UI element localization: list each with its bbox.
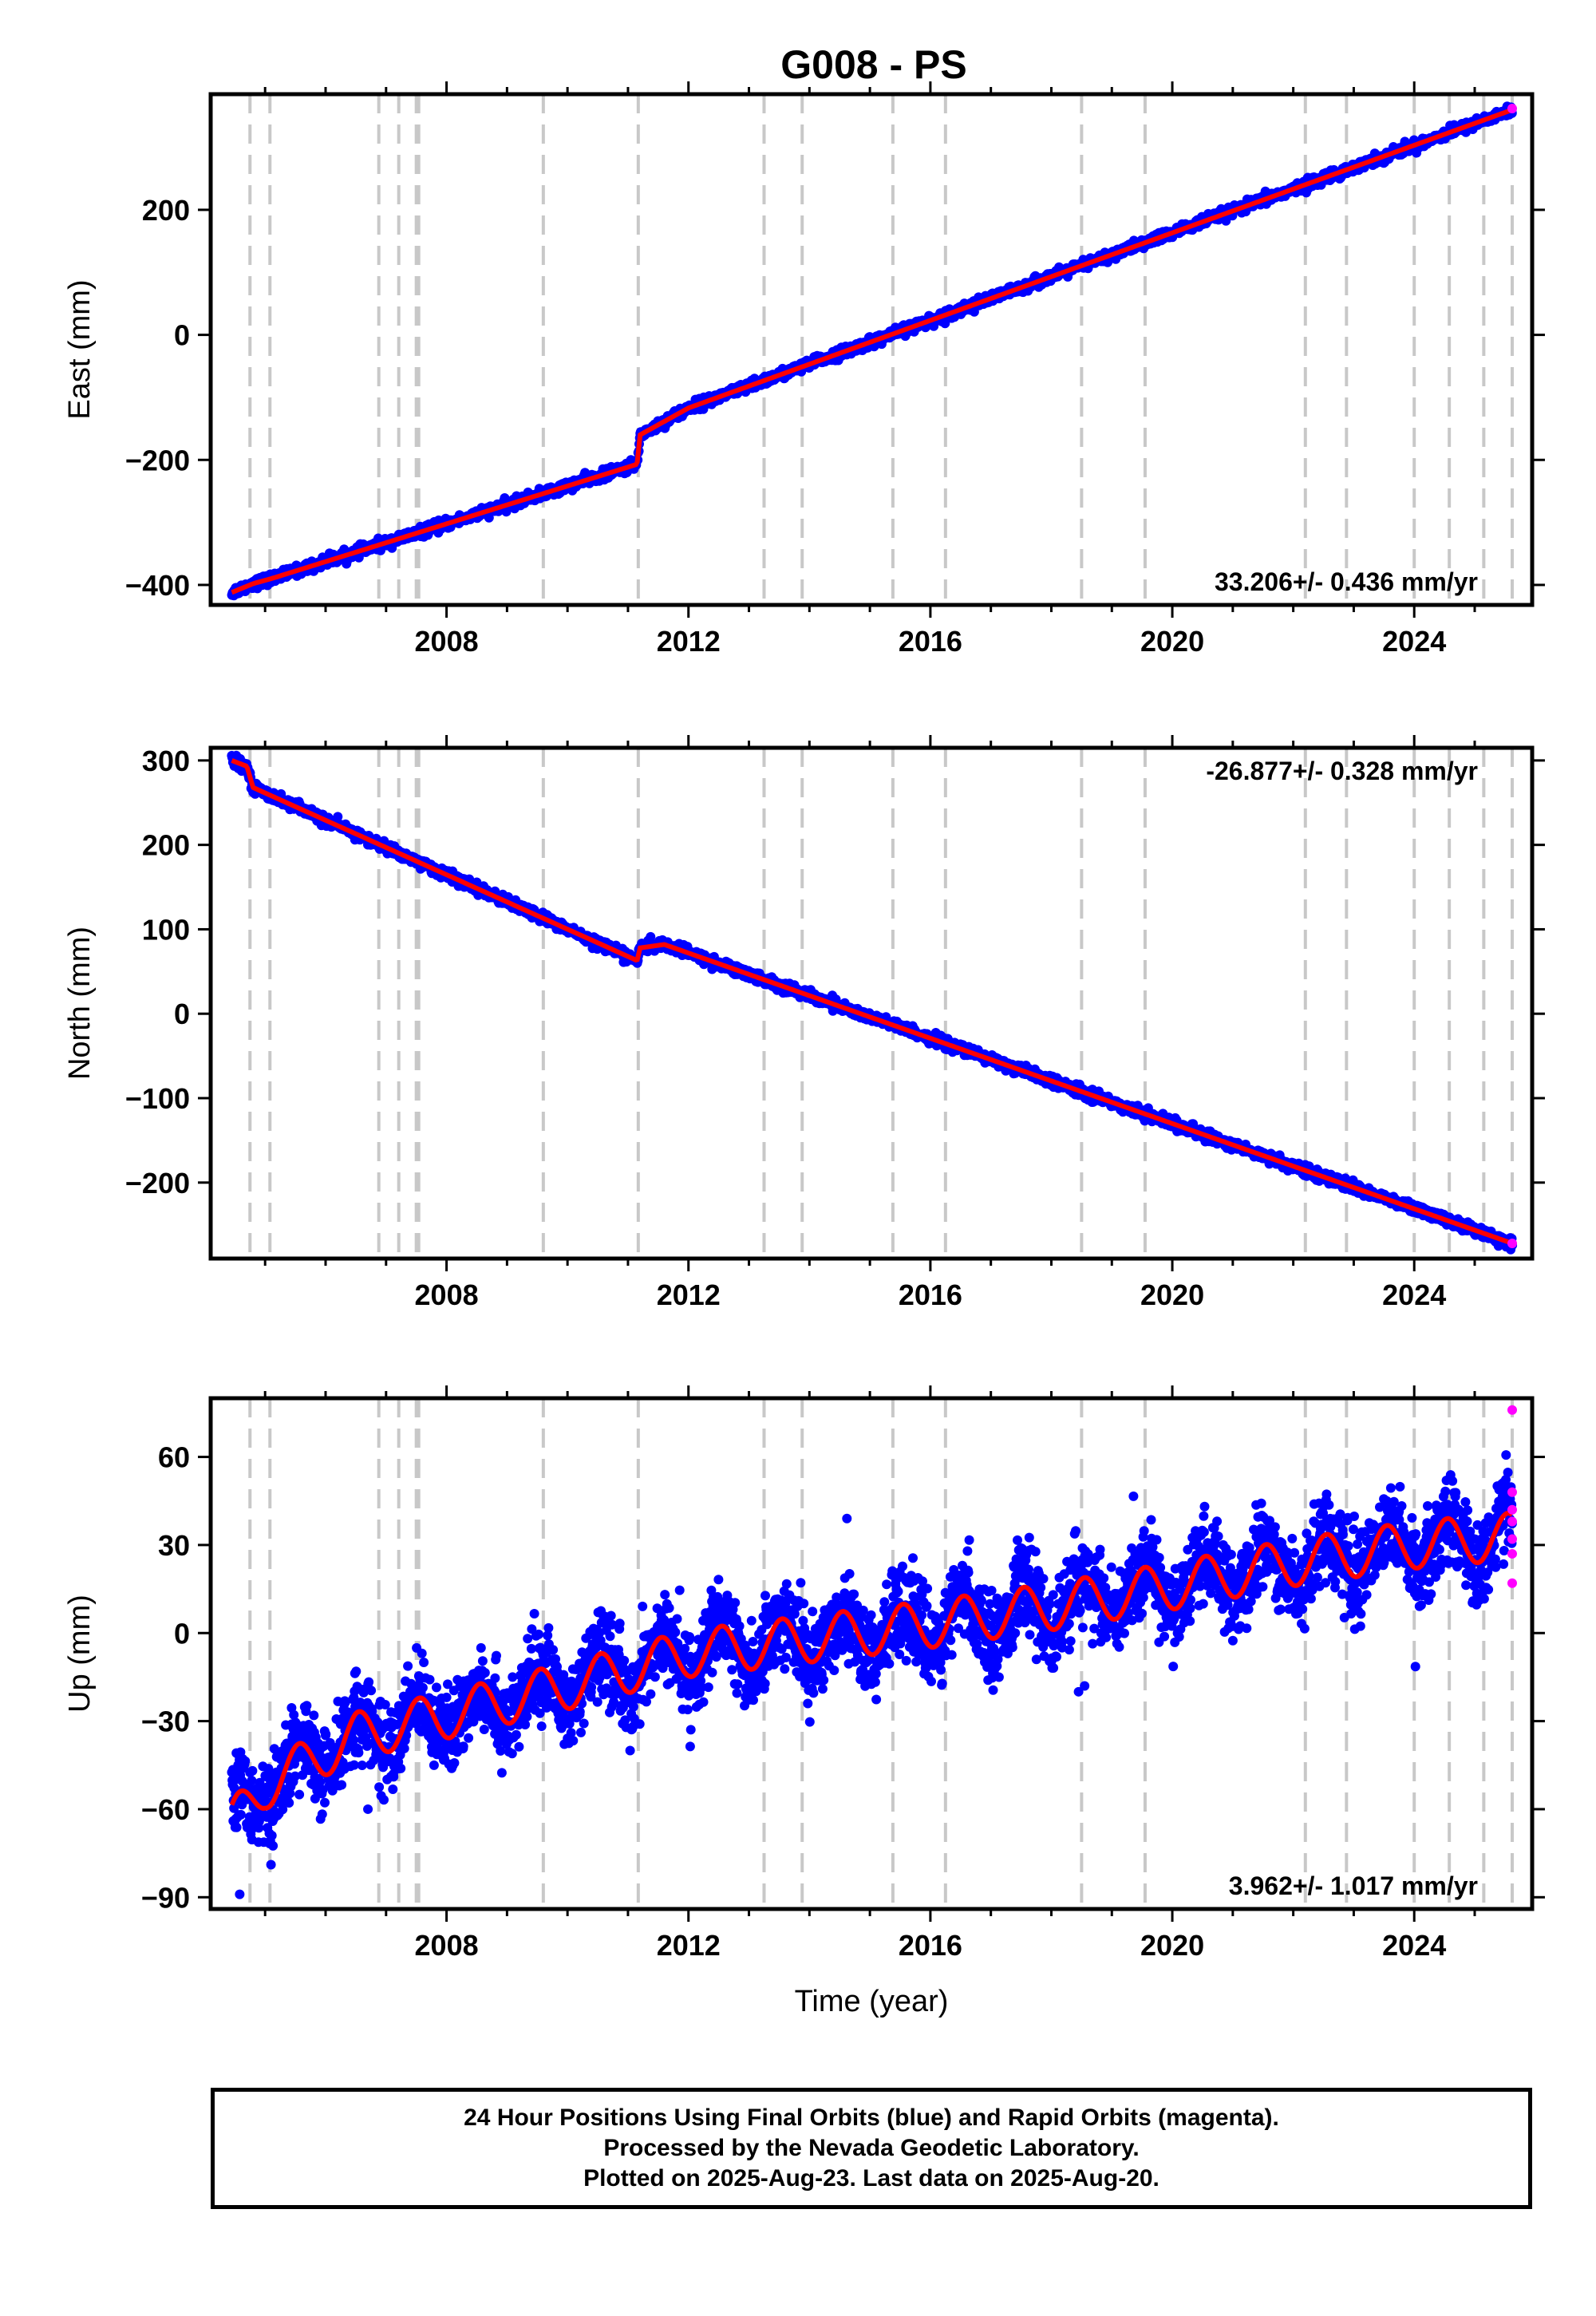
event-lines xyxy=(248,94,1514,605)
y-tick-label: −400 xyxy=(125,569,190,602)
x-tick-label: 2024 xyxy=(1382,625,1446,658)
x-tick-label: 2016 xyxy=(899,625,962,658)
x-tick-label: 2008 xyxy=(415,625,479,658)
rapid-points xyxy=(1507,104,1517,114)
y-tick-label: 200 xyxy=(142,194,190,227)
rate-annotation: 33.206+/- 0.436 mm/yr xyxy=(1215,567,1478,596)
model-fit-line xyxy=(231,107,1513,595)
event-lines xyxy=(248,748,1514,1259)
data-point xyxy=(940,318,950,329)
panel-east: 2008 2012 2016 2020 2024 −400 −200 0 200 East (mm… xyxy=(63,81,1545,658)
panels-group: 2008 2012 2016 2020 2024 −400 −200 0 200 East (mm… xyxy=(63,81,1545,2018)
x-tick-label: 2020 xyxy=(1140,625,1204,658)
rapid-point xyxy=(1507,104,1517,114)
x-tick-label: 2012 xyxy=(657,625,721,658)
data-point xyxy=(333,812,343,822)
y-tick-label: 0 xyxy=(174,319,190,352)
plot-frame xyxy=(208,92,1535,607)
panel-north: 2008 2012 2016 2020 2024−200−1000100200300No… xyxy=(63,735,1545,1311)
y-tick-label: −200 xyxy=(125,444,190,476)
chart-title: G008 - PS xyxy=(780,42,966,87)
y-axis-label: East (mm) xyxy=(63,279,97,419)
data-point xyxy=(484,512,494,523)
